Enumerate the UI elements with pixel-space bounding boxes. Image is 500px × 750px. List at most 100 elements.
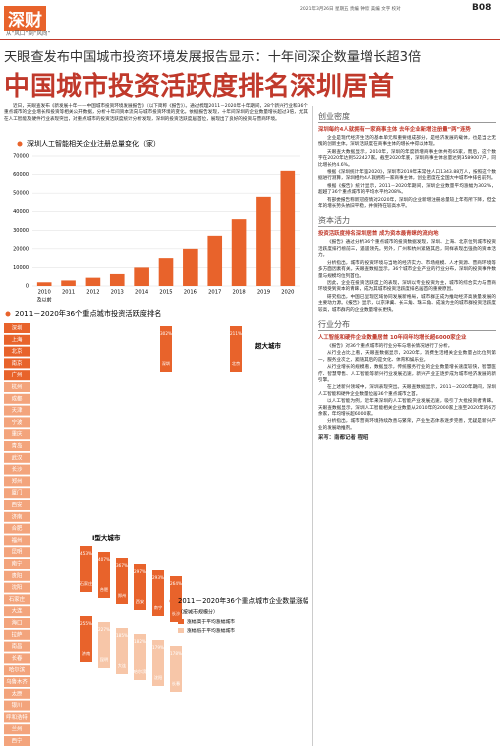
bar [280, 170, 296, 286]
growth-label: 178% [170, 651, 182, 656]
x-tick-label: 2014 [135, 290, 149, 296]
group-label: I型大城市 [92, 533, 121, 542]
y-tick-label: 20000 [13, 246, 29, 252]
city-name: 南昌 [12, 642, 23, 650]
growth-bar [134, 634, 146, 680]
city-name: 长春 [12, 654, 23, 662]
x-tick-label: 2012 [86, 290, 99, 296]
growth-bar [80, 546, 92, 592]
x-tick-label: 2019 [257, 290, 270, 296]
right-column: 创业密度 深圳每约4人就拥有一家商事主体 去年企业新增注册量“两”连势 企业是现代经… [312, 106, 496, 746]
bar [231, 219, 247, 286]
growth-bar [80, 616, 92, 662]
growth-bar [152, 570, 164, 616]
city-tag [4, 570, 30, 581]
x-tick-label: 2018 [232, 290, 245, 296]
paragraph: 以人工智能为例，近年来深圳的人工智能产业发展迅速，吸引了大批投资者青睐。天眼查数… [318, 399, 496, 417]
growth-title: 2011－2020年36个重点城市企业数量涨幅 [178, 596, 308, 605]
city-name: 武汉 [12, 453, 23, 461]
city-name: 宁波 [12, 418, 23, 426]
paragraph: 企业是现代经济生活的基本单元和重要组成部分，是经济发展的载体，也是当之无愧的创新… [318, 136, 496, 148]
growth-city: 大连 [118, 662, 127, 669]
growth-city: 石家庄 [80, 580, 93, 587]
title-marker [5, 311, 11, 317]
growth-label: 407% [98, 557, 110, 562]
y-tick-label: 0 [26, 284, 29, 290]
city-tag [4, 688, 30, 699]
city-name: 西宁 [12, 737, 23, 745]
growth-label: 297% [134, 569, 146, 574]
y-tick-label: 60000 [13, 172, 29, 178]
city-tag [4, 653, 30, 664]
bar [85, 277, 101, 286]
legend-swatch [178, 619, 184, 624]
y-tick-label: 30000 [13, 228, 29, 234]
city-name: 济南 [12, 512, 23, 520]
city-name: 石家庄 [9, 595, 26, 603]
byline: 采写：南都记者 程昭 [318, 435, 369, 442]
paragraph: 天眼查大数据显示，2010年，深圳的年度新增商事主体共有65家，而后，这个数字在… [318, 149, 496, 168]
city-tag [4, 346, 30, 357]
city-tag [4, 429, 30, 440]
growth-city: 合肥 [100, 586, 109, 593]
slogan: 从“风口”到“风向” [6, 31, 51, 37]
city-tag [4, 582, 30, 593]
paragraph: 《报告》通过分析36个重点城市的投资数据发现，深圳、上海、北京位列城市投资活跃度… [318, 240, 496, 259]
city-name: 太原 [12, 689, 23, 697]
growth-bar [170, 576, 182, 622]
x-note: 及以前 [37, 297, 52, 304]
city-tag [4, 677, 30, 687]
section-heading: 资本活力 [318, 215, 496, 228]
bar [36, 282, 52, 286]
title-marker [17, 141, 23, 147]
paragraph: 根据《报告》统计显示，2011－2020年期间，深圳企业数量平均涨幅为302%，… [318, 183, 496, 196]
city-tag [4, 500, 30, 510]
y-tick-label: 10000 [13, 265, 29, 271]
city-name: 重庆 [12, 430, 23, 438]
city-tag [4, 358, 30, 369]
title-marker [169, 598, 175, 604]
legend-label: 涨幅低于平均涨幅城市 [187, 627, 235, 634]
x-tick-label: 2020 [281, 290, 294, 296]
y-tick-label: 40000 [13, 209, 29, 215]
growth-city: 沈阳 [154, 674, 162, 681]
bar [158, 258, 174, 286]
city-tag [4, 417, 30, 428]
city-tag [4, 594, 30, 605]
city-name: 乌鲁木齐 [6, 678, 28, 686]
city-name: 青岛 [12, 442, 23, 450]
city-tag [4, 641, 30, 652]
city-tag [4, 724, 30, 735]
growth-city: 长沙 [172, 610, 181, 617]
growth-city: 哈尔滨 [134, 668, 147, 675]
growth-city: 济南 [82, 650, 90, 657]
x-tick-label: 2016 [184, 290, 197, 296]
city-tag [4, 488, 30, 499]
growth-city: 西安 [136, 598, 144, 605]
logo: 深财 [4, 6, 46, 31]
city-tag [4, 523, 30, 534]
city-name: 银川 [12, 701, 23, 709]
x-tick-label: 2015 [159, 290, 172, 296]
bar [134, 267, 149, 286]
x-tick-label: 2013 [111, 290, 124, 296]
legend-label: 涨幅高于平均涨幅城市 [187, 618, 235, 625]
city-name: 贵阳 [12, 571, 23, 579]
city-name: 沈阳 [12, 583, 23, 591]
city-tag [4, 323, 30, 333]
dateline: 2021年3月26日 星期五 责编 钟欣 美编 文字 校对 [300, 7, 401, 12]
city-name: 呼和浩特 [6, 713, 28, 721]
paragraph: 分析指出，城市营商环境持续改善与繁荣，产业生态体系逐步完善，无疑是新兴产业的发展… [318, 419, 496, 431]
bar [207, 235, 223, 286]
paragraph: 从行业占比上看，天眼查数据显示，2020年，消费生活相关企业数量占比位列第一，服… [318, 351, 496, 363]
bar [61, 280, 76, 286]
city-name: 厦门 [12, 489, 23, 497]
chart: 深圳人工智能相关企业注册总量变化（家） 0 10000 20000 30000 40000… [13, 139, 300, 304]
city-tag [4, 370, 30, 381]
city-name: 拉萨 [12, 630, 23, 638]
city-name: 海口 [12, 619, 23, 627]
paragraph: 根据《深圳统计年鉴2020》，深圳市2019年末常住人口1343.88万人，按照… [318, 170, 496, 182]
paragraph: 《报告》对36个重点城市的行业分布与增长情况进行了分析。 [327, 343, 453, 349]
city-name: 深圳 [12, 324, 23, 332]
